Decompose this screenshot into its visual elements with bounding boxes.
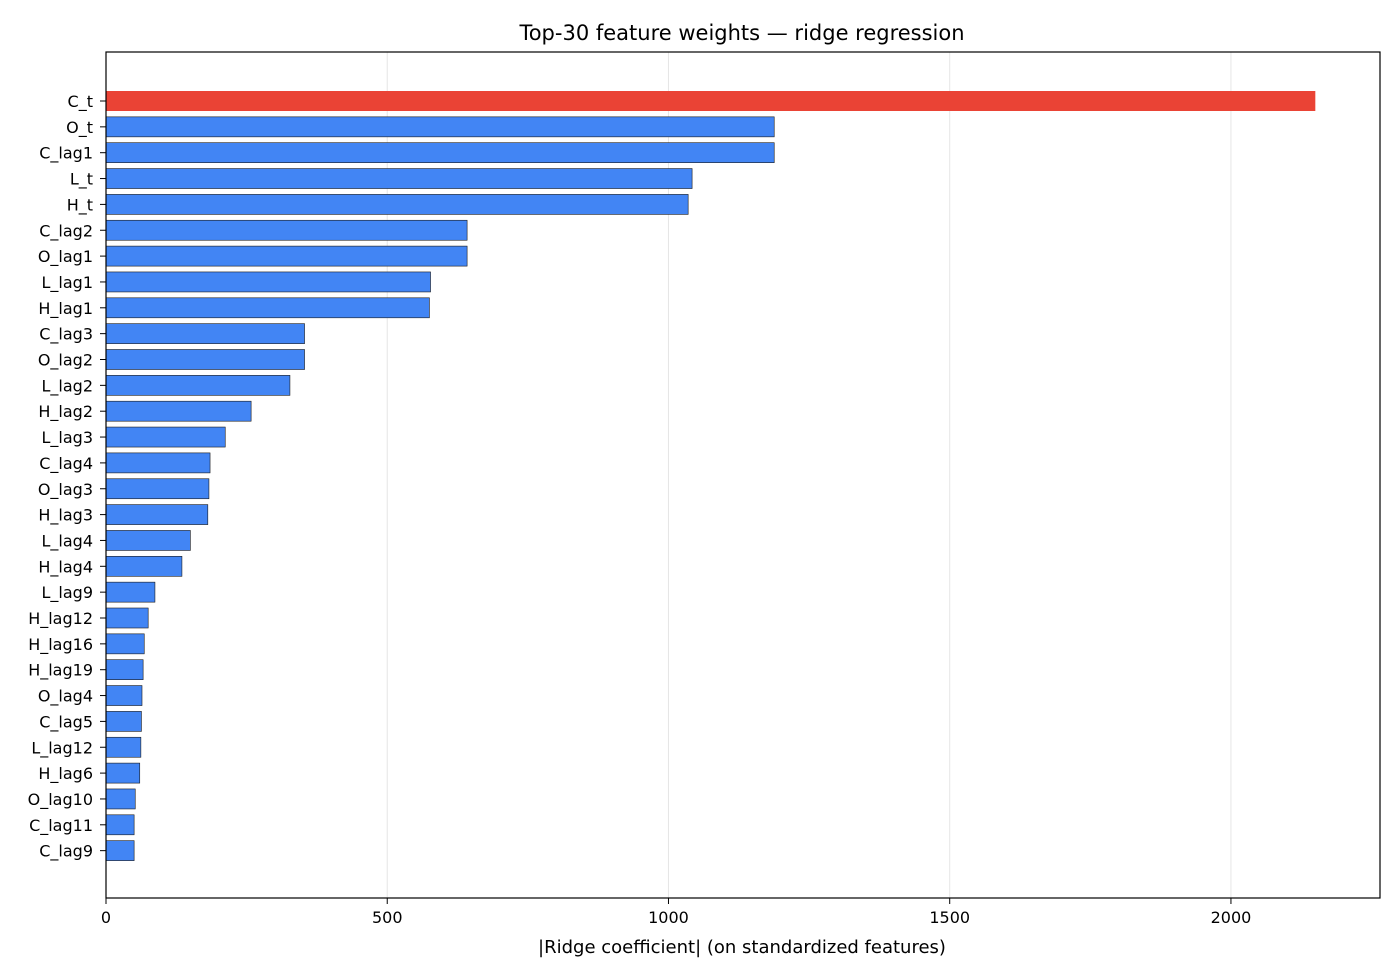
- y-tick-label: L_lag9: [42, 583, 94, 603]
- bar-C_lag11: [105, 814, 135, 836]
- bar-O_lag4: [105, 685, 143, 706]
- bar-L_lag4: [105, 530, 191, 551]
- bar-H_lag19: [105, 659, 144, 681]
- y-tick-label: L_lag3: [42, 428, 94, 448]
- bar-L_lag3: [105, 426, 226, 448]
- y-tick-label: O_lag3: [38, 480, 93, 500]
- x-tick-label: 1000: [648, 908, 689, 927]
- bar-O_lag3: [105, 478, 210, 500]
- x-tick-label: 0: [101, 908, 111, 927]
- bars: [105, 91, 1316, 861]
- bar-L_lag9: [105, 581, 156, 603]
- y-tick-label: O_lag10: [28, 790, 93, 810]
- bar-H_lag4: [105, 555, 183, 577]
- y-tick-label: H_lag12: [28, 609, 93, 629]
- bar-C_lag3: [105, 323, 305, 344]
- x-tick-label: 1500: [929, 908, 970, 927]
- bar-C_lag2: [105, 219, 468, 241]
- bar-C_lag4: [105, 452, 211, 474]
- x-tick-label: 500: [372, 908, 403, 927]
- x-axis-label: |Ridge coefficient| (on standardized fea…: [538, 937, 946, 958]
- bar-O_lag1: [105, 245, 468, 267]
- bar-O_lag10: [105, 788, 136, 810]
- x-tick-label: 2000: [1211, 908, 1252, 927]
- y-tick-label: H_lag4: [38, 557, 93, 577]
- bar-O_t: [105, 116, 775, 138]
- bar-H_lag2: [105, 400, 252, 422]
- y-tick-label: L_lag1: [42, 273, 94, 293]
- y-tick-label: C_lag3: [39, 325, 93, 345]
- y-tick-label: H_lag16: [28, 635, 93, 655]
- y-tick-label: L_lag12: [31, 738, 93, 758]
- bar-H_t: [105, 194, 689, 215]
- bar-H_lag3: [105, 504, 209, 525]
- y-tick-label: H_lag2: [38, 402, 93, 422]
- y-tick-label: C_lag4: [39, 454, 93, 474]
- y-tick-label: C_lag5: [39, 712, 93, 732]
- chart-title: Top-30 feature weights — ridge regressio…: [518, 21, 964, 45]
- bar-L_lag12: [105, 736, 142, 758]
- bar-L_t: [105, 168, 693, 189]
- y-tick-label: L_lag4: [42, 531, 94, 551]
- y-tick-label: C_t: [68, 92, 93, 112]
- bar-L_lag1: [105, 271, 431, 293]
- bar-H_lag12: [105, 607, 149, 629]
- bar-H_lag16: [105, 633, 145, 655]
- y-tick-label: O_t: [66, 118, 93, 138]
- y-tick-label: L_lag2: [42, 376, 94, 396]
- bar-O_lag2: [105, 349, 305, 370]
- x-axis: 0 500 1000 1500 2000: [101, 898, 1251, 927]
- bar-C_lag5: [105, 711, 142, 732]
- y-tick-label: C_lag9: [39, 842, 93, 862]
- y-tick-label: H_lag19: [28, 661, 93, 681]
- bar-C_t: [106, 91, 1316, 111]
- y-tick-label: O_lag4: [38, 687, 93, 707]
- bar-C_lag9: [105, 840, 135, 861]
- y-tick-label: H_lag1: [38, 299, 93, 319]
- y-tick-label: C_lag2: [39, 221, 93, 241]
- y-tick-label: H_t: [67, 195, 93, 215]
- bar-H_lag6: [105, 762, 141, 784]
- plot-frame: [105, 51, 1381, 899]
- y-tick-label: L_t: [70, 170, 93, 190]
- y-tick-label: C_lag1: [39, 144, 93, 164]
- y-tick-label: H_lag6: [38, 764, 93, 784]
- y-tick-label: C_lag11: [29, 816, 93, 836]
- bar-C_lag1: [105, 142, 775, 163]
- bar-H_lag1: [105, 297, 430, 319]
- y-axis: C_t O_t C_lag1 L_t H_t C_lag2 O_lag1 L_lag1 H_la…: [28, 92, 106, 862]
- bar-L_lag2: [105, 375, 291, 396]
- y-tick-label: O_lag2: [38, 351, 93, 371]
- y-tick-label: H_lag3: [38, 506, 93, 526]
- y-tick-label: O_lag1: [38, 247, 93, 267]
